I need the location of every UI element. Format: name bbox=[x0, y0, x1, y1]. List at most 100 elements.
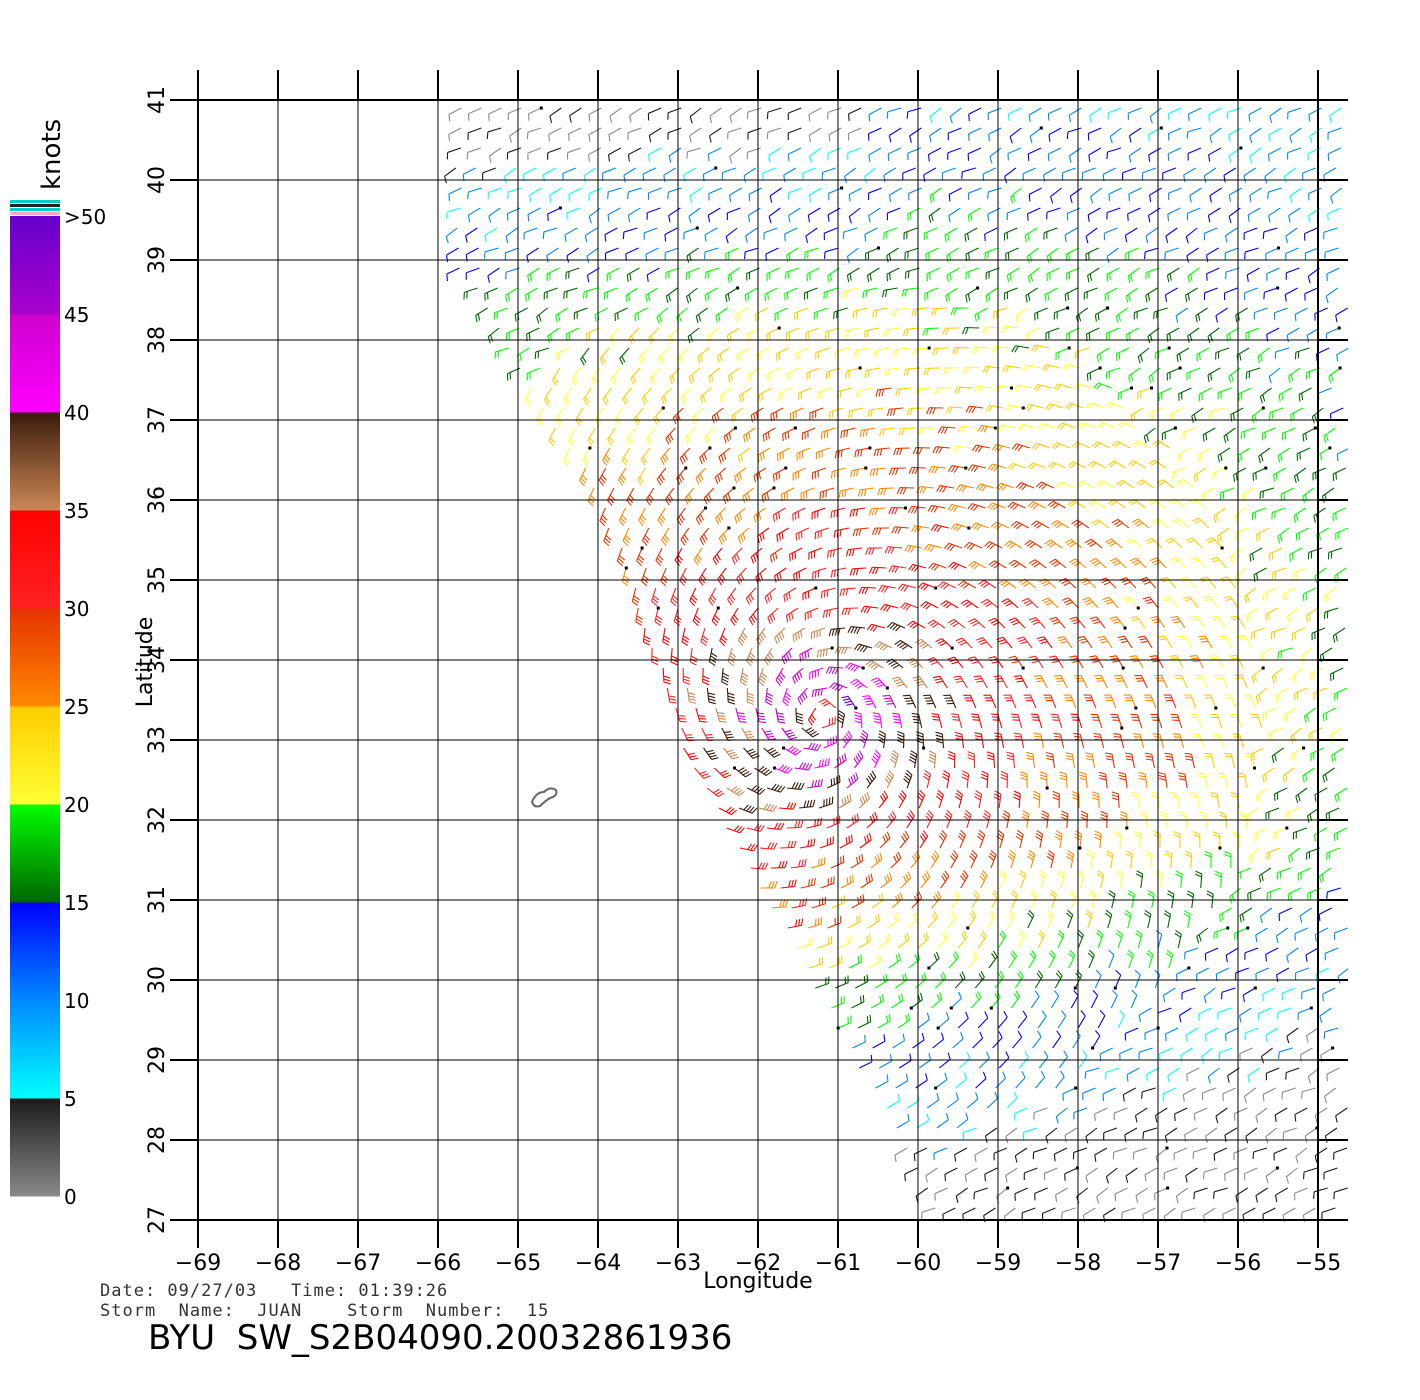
wind-barb bbox=[766, 822, 785, 831]
wind-barb bbox=[871, 893, 884, 909]
wind-barb bbox=[1187, 327, 1200, 343]
wind-barb bbox=[1248, 847, 1261, 864]
wind-barb bbox=[1308, 187, 1322, 201]
wind-barb bbox=[1266, 327, 1280, 342]
wind-barb bbox=[820, 876, 835, 889]
wind-barb bbox=[1077, 635, 1093, 649]
wind-barb bbox=[1216, 527, 1230, 543]
wind-barb bbox=[1177, 447, 1191, 463]
wind-barb bbox=[820, 587, 836, 599]
wind-barb bbox=[883, 167, 897, 183]
wind-barb bbox=[823, 735, 838, 749]
wind-barb bbox=[993, 385, 1013, 393]
wind-barb bbox=[1246, 807, 1260, 823]
wind-barb bbox=[845, 662, 865, 672]
wind-barb bbox=[1145, 537, 1163, 549]
wind-barb bbox=[516, 347, 530, 363]
wind-barb bbox=[1215, 307, 1228, 323]
wind-barb bbox=[1124, 1027, 1139, 1041]
wind-barb bbox=[1066, 127, 1082, 140]
colorbar-band bbox=[10, 216, 60, 315]
wind-barb bbox=[1296, 447, 1311, 461]
wind-barb bbox=[977, 930, 987, 949]
wind-barb bbox=[1186, 127, 1202, 139]
wind-barb bbox=[1085, 327, 1100, 341]
wind-barb bbox=[889, 749, 899, 769]
wind-barb bbox=[1073, 1107, 1088, 1120]
wind-barb bbox=[1327, 147, 1342, 161]
wind-barb bbox=[1224, 752, 1236, 769]
wind-barb bbox=[744, 287, 758, 302]
wind-barb bbox=[816, 646, 834, 658]
wind-barb bbox=[1170, 407, 1184, 422]
wind-barb bbox=[1192, 831, 1201, 849]
wind-barb bbox=[744, 247, 759, 259]
wind-barb bbox=[680, 527, 690, 546]
wind-barb bbox=[1076, 480, 1095, 489]
wind-barb bbox=[1230, 547, 1243, 564]
wind-barb bbox=[1308, 107, 1322, 122]
wind-barb bbox=[1214, 674, 1228, 689]
wind-barb bbox=[1011, 889, 1019, 909]
wind-barb bbox=[1091, 1030, 1101, 1050]
wind-barb bbox=[867, 127, 882, 141]
wind-barb bbox=[1019, 869, 1027, 889]
wind-barb bbox=[1198, 635, 1213, 649]
wind-barb bbox=[846, 772, 859, 789]
wind-barb bbox=[679, 567, 688, 587]
wind-barb bbox=[1325, 807, 1340, 821]
wind-barb bbox=[828, 407, 844, 419]
wind-barb bbox=[448, 187, 462, 201]
wind-barb bbox=[1001, 325, 1020, 334]
wind-barb bbox=[668, 207, 681, 223]
wind-barb bbox=[952, 1031, 964, 1049]
wind-barb bbox=[670, 587, 679, 607]
wind-barb bbox=[546, 267, 560, 282]
wind-barb bbox=[983, 694, 997, 709]
wind-barb bbox=[986, 1091, 999, 1109]
wind-barb bbox=[1124, 1127, 1138, 1142]
wind-barb bbox=[1203, 167, 1217, 183]
wind-barb bbox=[1309, 127, 1322, 144]
wind-barb bbox=[783, 587, 797, 603]
wind-barb bbox=[971, 890, 980, 909]
wind-barb bbox=[1197, 772, 1208, 789]
x-tick-label: −66 bbox=[415, 1251, 461, 1276]
wind-barb bbox=[1202, 1207, 1216, 1222]
wind-barb bbox=[1135, 870, 1144, 889]
wind-barb bbox=[1105, 1167, 1118, 1184]
wind-barb bbox=[1195, 967, 1210, 982]
wind-barb bbox=[1282, 1127, 1298, 1140]
wind-barb bbox=[988, 127, 1002, 142]
wind-barb bbox=[641, 387, 652, 405]
wind-barb bbox=[1130, 407, 1144, 423]
wind-barb bbox=[1280, 487, 1295, 501]
wind-barb bbox=[964, 1167, 978, 1183]
wind-barb bbox=[857, 1014, 872, 1029]
wind-barb bbox=[796, 447, 811, 461]
wind-barb bbox=[836, 387, 852, 399]
wind-barb bbox=[1061, 167, 1076, 180]
wind-barb bbox=[895, 387, 912, 397]
wind-barb bbox=[1200, 576, 1217, 589]
wind-barb bbox=[879, 427, 896, 437]
wind-barb bbox=[664, 227, 678, 242]
wind-barb bbox=[1067, 461, 1087, 469]
wind-barb bbox=[787, 781, 805, 790]
wind-barb bbox=[1052, 790, 1060, 809]
wind-barb bbox=[857, 934, 871, 949]
wind-barb bbox=[952, 445, 970, 453]
wind-barb bbox=[1265, 607, 1279, 622]
wind-barb bbox=[828, 127, 842, 142]
wind-barb bbox=[1013, 384, 1032, 392]
wind-barb bbox=[1015, 829, 1024, 849]
wind-barb bbox=[1032, 790, 1041, 809]
wind-barb bbox=[1305, 947, 1319, 962]
wind-barb bbox=[1064, 1166, 1079, 1181]
wind-barb bbox=[1090, 989, 1099, 1009]
wind-barb bbox=[926, 1093, 940, 1109]
wind-barb bbox=[1050, 187, 1062, 204]
wind-barb bbox=[543, 387, 552, 406]
wind-barb bbox=[1249, 547, 1263, 562]
wind-barb bbox=[1251, 507, 1266, 521]
